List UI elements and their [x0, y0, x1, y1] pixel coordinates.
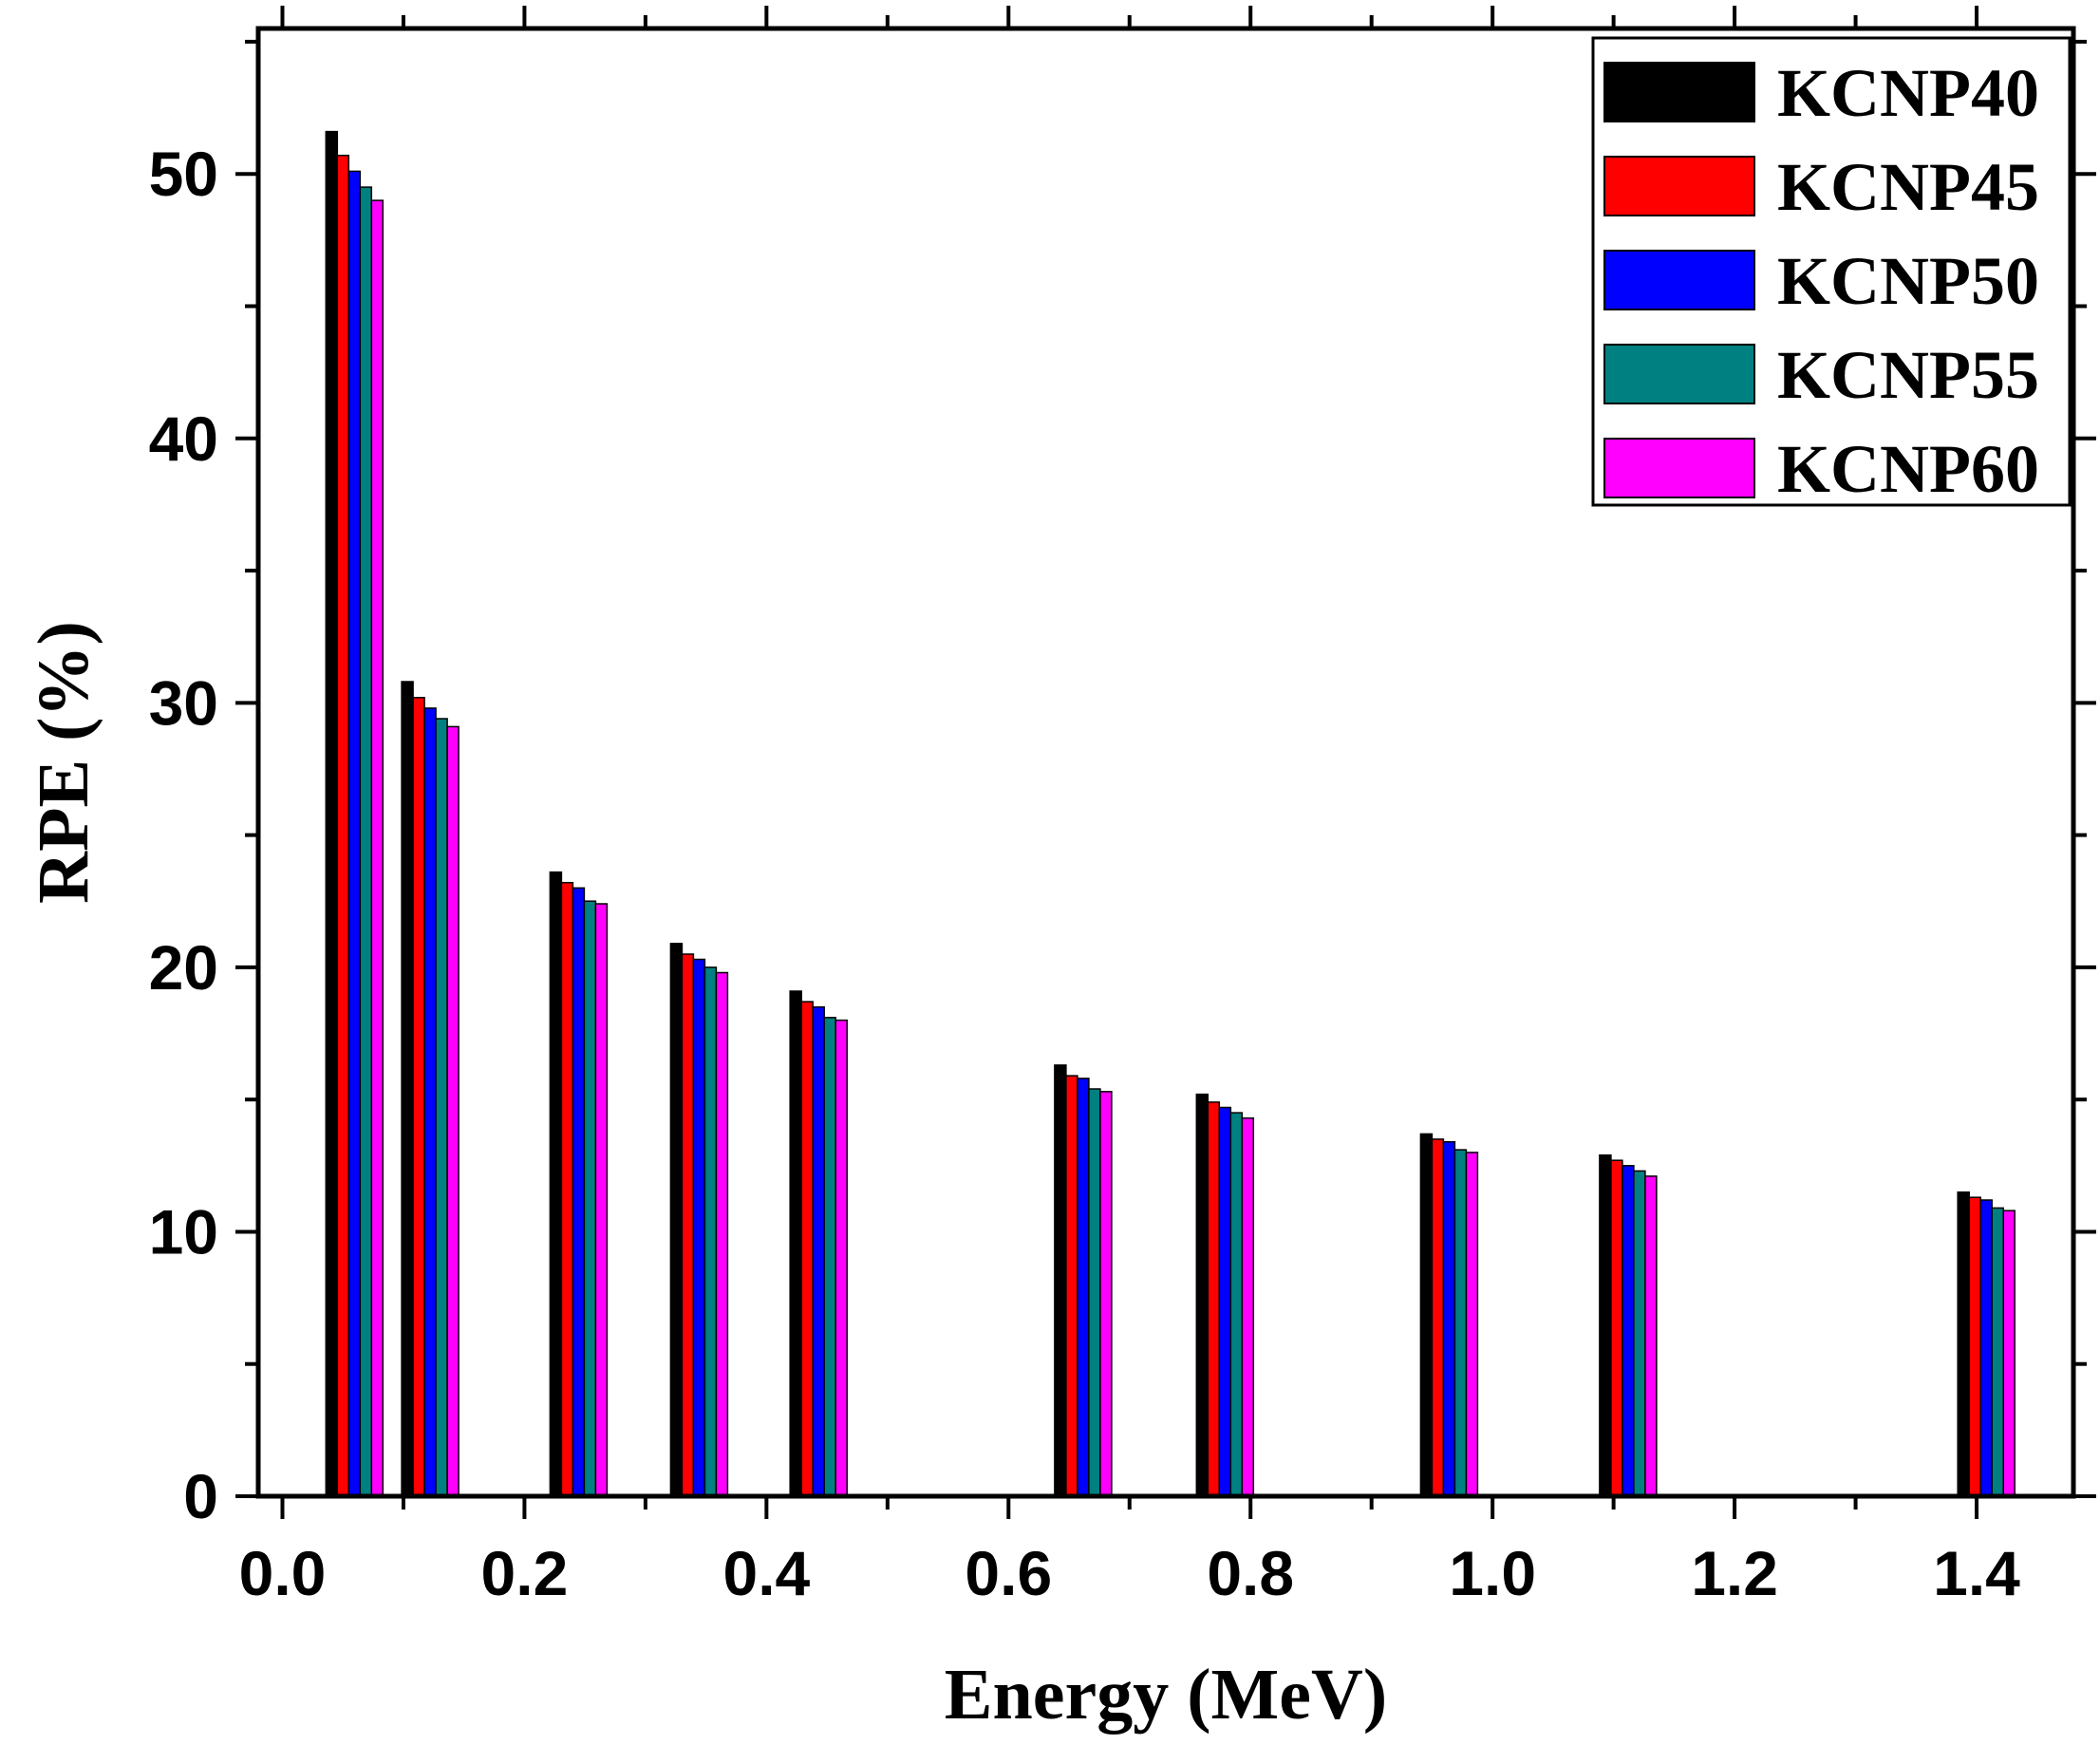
bar-kcnp45-4 — [800, 1001, 814, 1497]
bar-kcnp50-2 — [572, 887, 586, 1497]
y-tick-label: 10 — [149, 1196, 218, 1266]
bar-kcnp60-1 — [446, 725, 459, 1497]
y-tick-label: 40 — [149, 403, 218, 474]
x-axis-title: Energy (MeV) — [945, 1655, 1387, 1735]
bar-kcnp45-5 — [1065, 1075, 1078, 1497]
bar-kcnp50-4 — [812, 1005, 825, 1497]
x-tick-label: 0.8 — [1207, 1538, 1294, 1608]
bar-kcnp60-0 — [370, 199, 384, 1497]
x-tick-label: 0.4 — [722, 1538, 810, 1608]
bar-kcnp55-0 — [359, 186, 373, 1497]
bar-kcnp45-0 — [336, 154, 350, 1497]
bar-kcnp60-7 — [1465, 1152, 1479, 1497]
y-tick-label: 50 — [149, 139, 218, 209]
legend: KCNP40 KCNP45 KCNP50 KCNP55 KCNP60 — [1591, 36, 2072, 507]
ticks-group — [235, 6, 2096, 1519]
bar-kcnp60-6 — [1241, 1116, 1255, 1497]
bar-kcnp50-9 — [1979, 1199, 1993, 1497]
plot-frame — [255, 26, 2076, 1499]
bar-kcnp50-1 — [423, 707, 437, 1497]
bar-kcnp55-1 — [435, 718, 448, 1497]
bar-kcnp40-8 — [1599, 1153, 1612, 1497]
bar-kcnp45-3 — [681, 953, 695, 1497]
bar-kcnp40-9 — [1957, 1191, 1970, 1497]
bar-kcnp55-4 — [823, 1017, 836, 1497]
bar-kcnp55-8 — [1633, 1170, 1646, 1497]
bar-kcnp45-6 — [1207, 1101, 1221, 1497]
bar-kcnp50-8 — [1622, 1165, 1635, 1497]
bar-kcnp50-0 — [347, 170, 362, 1497]
bar-kcnp55-6 — [1229, 1112, 1244, 1497]
y-axis-title: RPE (%) — [24, 621, 103, 904]
bar-kcnp45-8 — [1610, 1159, 1623, 1497]
bar-kcnp45-1 — [412, 697, 425, 1497]
bar-kcnp55-7 — [1453, 1149, 1468, 1497]
bar-kcnp60-4 — [834, 1019, 848, 1497]
bar-kcnp55-3 — [703, 966, 718, 1497]
bar-kcnp40-5 — [1054, 1064, 1067, 1497]
y-tick-label: 20 — [149, 932, 218, 1003]
bar-kcnp60-5 — [1099, 1091, 1113, 1497]
bar-kcnp40-2 — [549, 871, 563, 1497]
bar-kcnp50-7 — [1442, 1140, 1456, 1497]
y-tick-label: 0 — [183, 1461, 218, 1531]
x-tick-label: 0.6 — [965, 1538, 1052, 1608]
bar-kcnp45-9 — [1968, 1196, 1981, 1497]
bar-kcnp40-1 — [401, 681, 414, 1497]
bar-kcnp50-5 — [1077, 1078, 1090, 1497]
bar-kcnp40-0 — [325, 130, 339, 1497]
legend-label-kcnp45: KCNP45 — [1777, 149, 2039, 225]
bar-kcnp55-9 — [1991, 1207, 2004, 1497]
legend-swatch-kcnp40 — [1603, 62, 1755, 122]
bar-kcnp55-5 — [1088, 1088, 1101, 1497]
bar-kcnp60-9 — [2002, 1210, 2016, 1497]
legend-swatch-kcnp45 — [1603, 156, 1755, 216]
x-tick-label: 1.0 — [1449, 1538, 1536, 1608]
bar-kcnp60-3 — [715, 971, 729, 1497]
legend-label-kcnp50: KCNP50 — [1777, 243, 2039, 319]
x-tick-label: 1.4 — [1933, 1538, 2020, 1608]
x-tick-label: 1.2 — [1691, 1538, 1778, 1608]
y-tick-label: 30 — [149, 667, 218, 738]
x-tick-label: 0.0 — [239, 1538, 327, 1608]
bar-kcnp45-7 — [1431, 1138, 1445, 1497]
bar-kcnp40-4 — [789, 990, 802, 1497]
bar-kcnp50-3 — [692, 958, 706, 1497]
bar-kcnp55-2 — [583, 900, 597, 1497]
bar-kcnp40-7 — [1419, 1133, 1434, 1497]
bar-kcnp40-3 — [669, 943, 684, 1497]
bar-kcnp60-2 — [594, 903, 609, 1497]
legend-swatch-kcnp55 — [1603, 344, 1755, 404]
bar-kcnp50-6 — [1218, 1106, 1232, 1497]
legend-label-kcnp60: KCNP60 — [1777, 431, 2039, 507]
bar-kcnp40-6 — [1195, 1093, 1209, 1497]
bar-kcnp45-2 — [560, 881, 574, 1497]
legend-swatch-kcnp60 — [1603, 438, 1755, 498]
legend-label-kcnp40: KCNP40 — [1777, 55, 2039, 131]
legend-swatch-kcnp50 — [1603, 250, 1755, 310]
legend-label-kcnp55: KCNP55 — [1777, 337, 2039, 413]
tick-labels-group: 0.0 0.2 0.4 0.6 0.8 1.0 1.2 1.4 0 10 20 30 40 50 — [149, 139, 2021, 1608]
bar-kcnp60-8 — [1644, 1175, 1658, 1497]
x-tick-label: 0.2 — [481, 1538, 569, 1608]
